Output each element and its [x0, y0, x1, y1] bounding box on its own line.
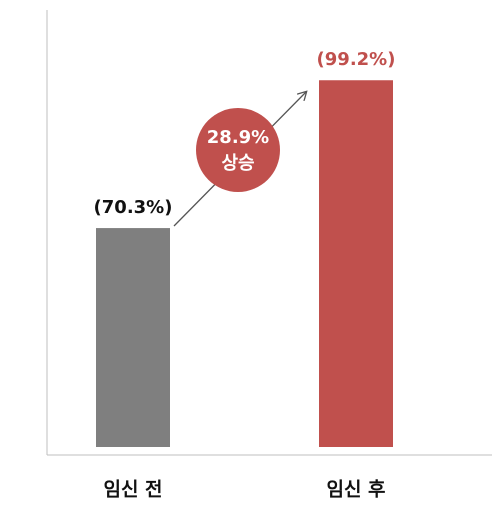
bar	[96, 228, 170, 447]
annotation-text: 상승	[221, 153, 254, 174]
annotation-badge	[196, 108, 280, 192]
annotation-text: 28.9%	[207, 127, 269, 148]
x-tick-label: 임신 후	[326, 479, 385, 501]
value-label: (99.2%)	[317, 49, 396, 70]
x-tick-label: 임신 전	[103, 479, 162, 501]
bar	[319, 80, 393, 447]
value-label: (70.3%)	[94, 197, 173, 218]
